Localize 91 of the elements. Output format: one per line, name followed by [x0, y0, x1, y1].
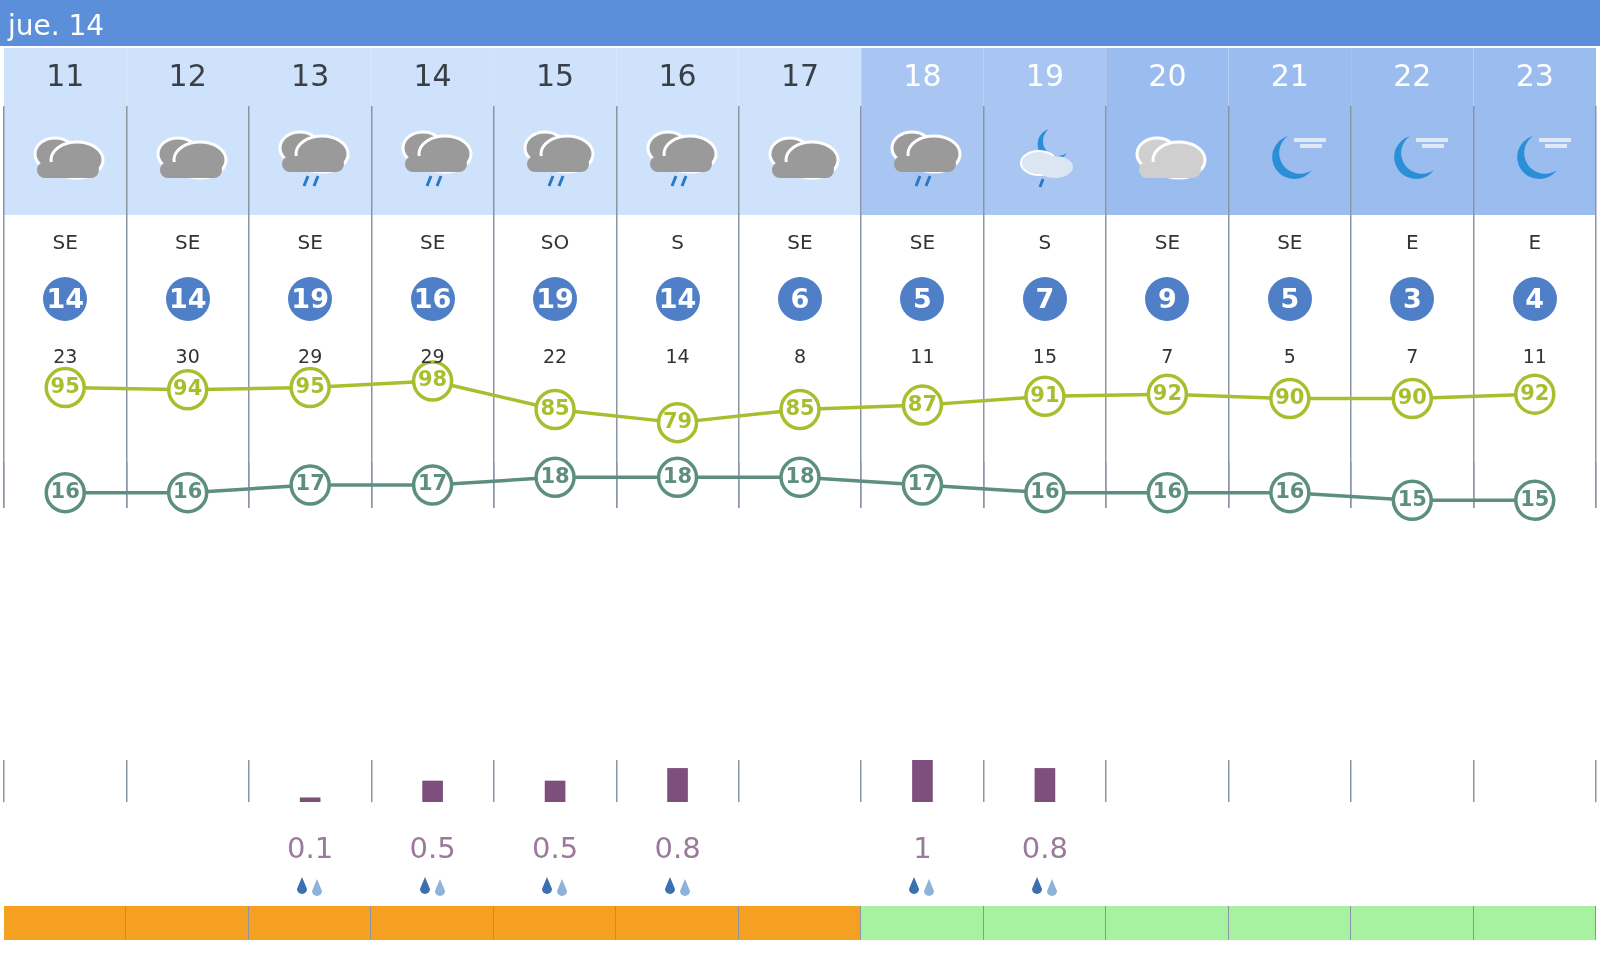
bar	[912, 760, 933, 802]
data-label: 95	[295, 374, 325, 399]
bar	[667, 768, 688, 802]
text: 6	[778, 277, 822, 321]
data-label: 90	[1397, 385, 1427, 410]
text: 15	[1032, 345, 1058, 367]
bar	[422, 780, 443, 802]
data-label: 18	[540, 463, 570, 488]
x-tick-label: 11	[46, 57, 85, 93]
data-label: 92	[1152, 380, 1182, 405]
text: 7	[1406, 345, 1419, 367]
data-label: 18	[785, 463, 815, 488]
text: 19	[533, 277, 578, 321]
text: 14	[655, 277, 700, 321]
data-label: 0.8	[654, 830, 701, 865]
text: SE	[1154, 230, 1181, 254]
x-tick-label: 17	[780, 57, 820, 93]
text: 29	[298, 345, 323, 367]
bar	[1034, 768, 1056, 802]
data-label: 1	[913, 830, 932, 865]
text: SE	[909, 230, 936, 254]
data-label: 16	[173, 479, 203, 504]
data-label: 85	[785, 395, 815, 420]
data-label: 16	[50, 479, 80, 504]
text: 29	[420, 345, 445, 367]
text: 7	[1022, 277, 1067, 321]
bar	[544, 780, 566, 802]
x-tick-label: 18	[903, 57, 942, 93]
text: 5	[1283, 345, 1296, 367]
text: SE	[1277, 230, 1303, 254]
text: 11	[910, 345, 935, 367]
data-label: 91	[1030, 382, 1060, 407]
text: E	[1405, 230, 1419, 254]
text: SE	[787, 230, 813, 254]
text: SE	[419, 230, 446, 254]
text: 14	[165, 277, 210, 321]
data-label: 0.8	[1021, 830, 1068, 865]
text: 5	[1267, 277, 1312, 321]
x-tick-label: 22	[1393, 57, 1432, 93]
data-label: 85	[540, 395, 570, 420]
data-label: 16	[1275, 479, 1305, 504]
text: 23	[53, 345, 78, 367]
text: S	[1038, 230, 1052, 254]
text: 16	[410, 277, 455, 321]
data-label: 17	[907, 471, 938, 496]
x-tick-label: 16	[658, 57, 697, 93]
text: 4	[1512, 277, 1557, 321]
text: SE	[297, 230, 323, 254]
text: SE	[175, 230, 201, 254]
text: 14	[665, 345, 690, 367]
text: SE	[52, 230, 78, 254]
text: 30	[175, 345, 200, 367]
data-label: 90	[1275, 385, 1305, 410]
text: 19	[288, 277, 333, 321]
x-tick-label: 20	[1148, 57, 1187, 93]
data-label: 16	[1152, 479, 1182, 504]
text: SO	[540, 230, 570, 254]
data-label: 17	[295, 471, 325, 496]
data-label: 92	[1520, 380, 1550, 405]
text: 8	[793, 345, 807, 367]
data-label: 17	[418, 471, 448, 496]
data-label: 15	[1520, 486, 1550, 511]
data-label: 95	[50, 374, 80, 399]
chart-title: jue. 14	[0, 0, 1600, 46]
data-label: 0.5	[409, 830, 456, 865]
text: E	[1528, 230, 1542, 254]
x-tick-label: 23	[1515, 57, 1554, 93]
data-label: 0.5	[532, 830, 579, 865]
text: 3	[1390, 277, 1435, 321]
data-label: 16	[1030, 479, 1060, 504]
data-label: 0.1	[287, 830, 334, 865]
x-tick-label: 13	[291, 57, 330, 93]
x-tick-label: 14	[413, 57, 452, 93]
bar	[299, 797, 321, 802]
text: 22	[542, 345, 568, 367]
data-label: 87	[907, 391, 938, 416]
x-tick-label: 12	[168, 57, 207, 93]
x-tick-label: 15	[535, 57, 575, 93]
data-label: 94	[173, 376, 203, 401]
text: 7	[1161, 345, 1174, 367]
x-tick-label: 19	[1025, 57, 1065, 93]
text: 9	[1145, 277, 1190, 321]
data-label: 79	[662, 409, 693, 434]
text: 5	[900, 277, 945, 321]
x-tick-label: 21	[1270, 57, 1309, 93]
text: 11	[1522, 345, 1547, 367]
data-label: 18	[662, 463, 693, 488]
text: 14	[43, 277, 88, 321]
text: S	[671, 230, 684, 254]
data-label: 15	[1397, 486, 1427, 511]
data-label: 98	[418, 367, 448, 392]
